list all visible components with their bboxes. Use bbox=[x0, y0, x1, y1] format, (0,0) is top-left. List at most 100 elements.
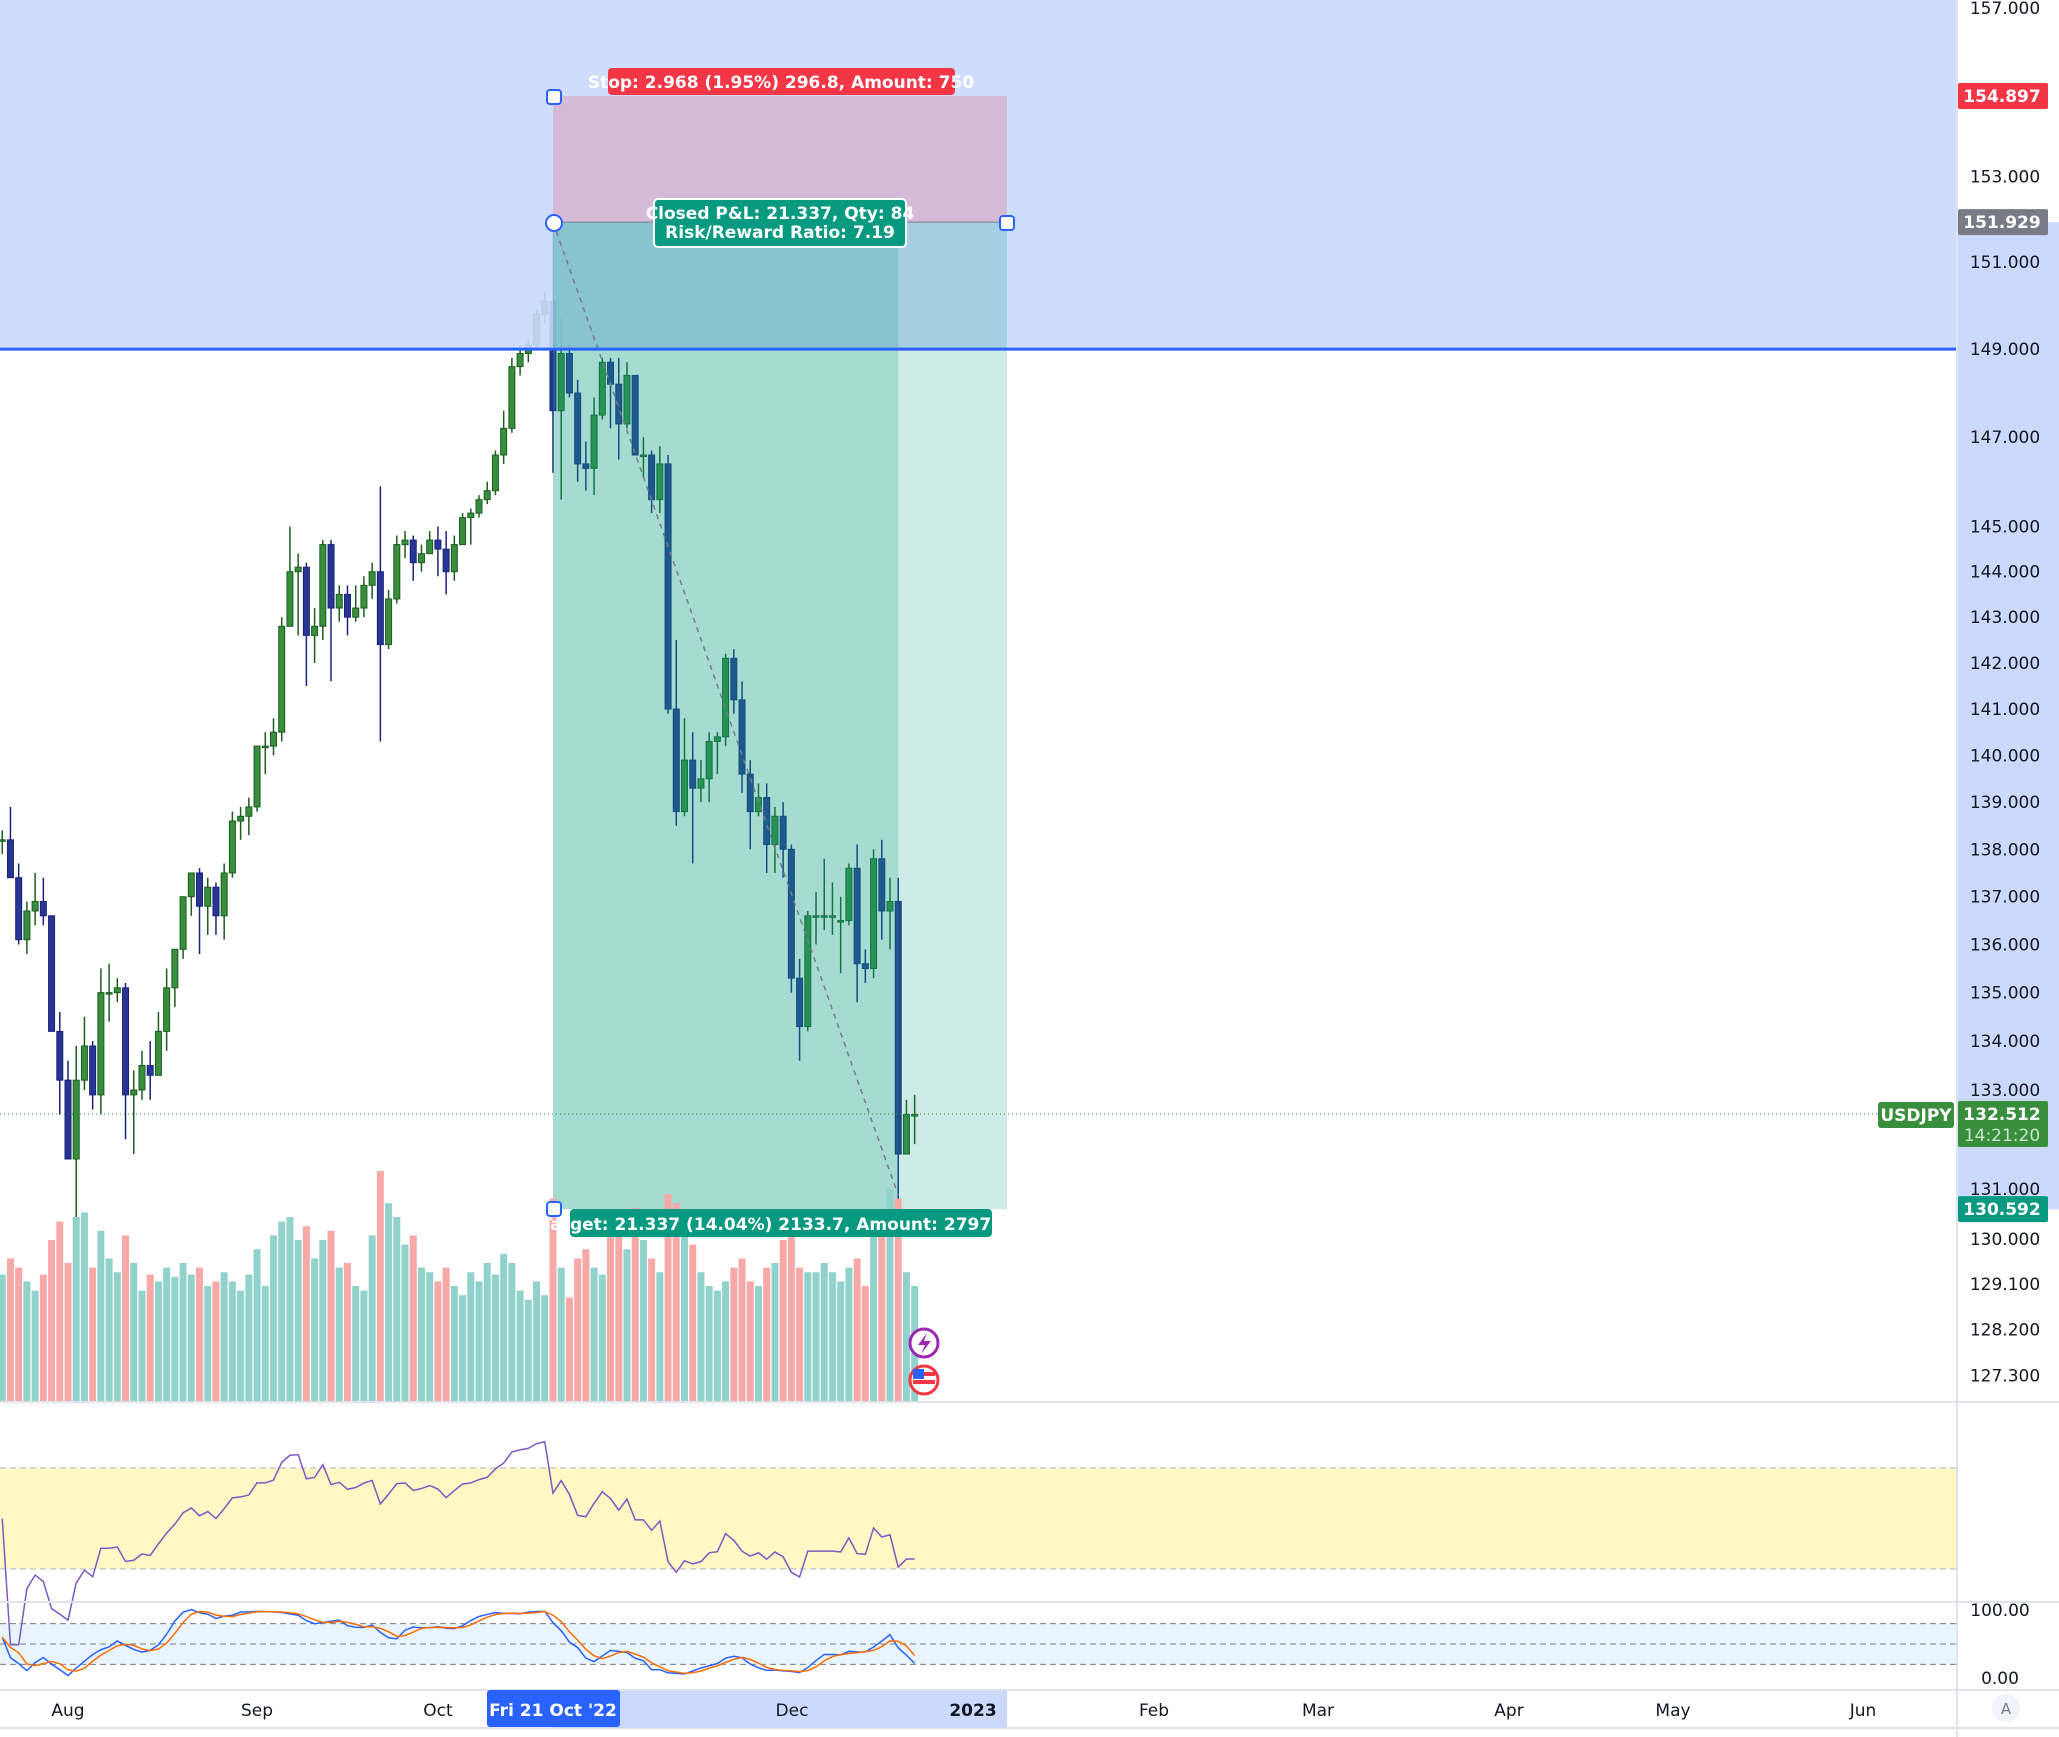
candle[interactable] bbox=[779, 815, 787, 850]
candle[interactable] bbox=[582, 463, 590, 469]
candle[interactable] bbox=[130, 1089, 138, 1096]
candle[interactable] bbox=[771, 815, 779, 846]
candle[interactable] bbox=[72, 1079, 80, 1160]
candle[interactable] bbox=[15, 877, 23, 941]
candle[interactable] bbox=[689, 759, 697, 789]
candle[interactable] bbox=[870, 858, 878, 970]
candle[interactable] bbox=[508, 366, 516, 429]
candle[interactable] bbox=[294, 566, 302, 573]
candle[interactable] bbox=[491, 454, 499, 492]
blue-zone-rectangle[interactable] bbox=[0, 0, 1957, 350]
candle[interactable] bbox=[656, 463, 664, 501]
candle[interactable] bbox=[212, 886, 220, 917]
candle[interactable] bbox=[163, 987, 171, 1032]
candle[interactable] bbox=[434, 539, 442, 550]
candle[interactable] bbox=[787, 848, 795, 979]
candle[interactable] bbox=[179, 896, 187, 950]
candle[interactable] bbox=[220, 872, 228, 917]
candle[interactable] bbox=[31, 900, 39, 912]
candle[interactable] bbox=[722, 657, 730, 738]
candle[interactable] bbox=[154, 1030, 162, 1076]
candle[interactable] bbox=[253, 745, 261, 808]
candle[interactable] bbox=[245, 806, 253, 817]
candle[interactable] bbox=[122, 987, 130, 1096]
candle[interactable] bbox=[746, 773, 754, 813]
candle[interactable] bbox=[475, 499, 483, 514]
candle[interactable] bbox=[376, 571, 384, 646]
candle[interactable] bbox=[738, 699, 746, 775]
candle[interactable] bbox=[187, 872, 195, 898]
candle[interactable] bbox=[639, 454, 647, 458]
candle[interactable] bbox=[56, 1030, 64, 1081]
candle[interactable] bbox=[796, 977, 804, 1028]
target-handle[interactable] bbox=[546, 1201, 562, 1217]
entry-handle[interactable] bbox=[545, 214, 563, 232]
candle[interactable] bbox=[837, 920, 845, 923]
candle[interactable] bbox=[23, 910, 31, 941]
candle[interactable] bbox=[557, 352, 565, 412]
candle[interactable] bbox=[861, 963, 869, 970]
candle[interactable] bbox=[171, 948, 179, 989]
candle[interactable] bbox=[146, 1065, 154, 1076]
candle[interactable] bbox=[878, 858, 886, 912]
candle[interactable] bbox=[442, 548, 450, 573]
stop-handle[interactable] bbox=[546, 89, 562, 105]
auto-scale-button[interactable] bbox=[1992, 1694, 2020, 1722]
candle[interactable] bbox=[853, 867, 861, 965]
candle[interactable] bbox=[598, 361, 606, 416]
candle[interactable] bbox=[385, 598, 393, 646]
candle[interactable] bbox=[459, 517, 467, 546]
candle[interactable] bbox=[902, 1114, 910, 1155]
candle[interactable] bbox=[500, 427, 508, 456]
candle[interactable] bbox=[672, 708, 680, 813]
candle[interactable] bbox=[426, 539, 434, 555]
candle[interactable] bbox=[483, 490, 491, 501]
candle[interactable] bbox=[352, 607, 360, 618]
candle[interactable] bbox=[804, 915, 812, 1028]
candle[interactable] bbox=[138, 1065, 146, 1091]
candle[interactable] bbox=[393, 544, 401, 600]
candle[interactable] bbox=[343, 593, 351, 618]
candle[interactable] bbox=[278, 625, 286, 733]
candle[interactable] bbox=[105, 992, 113, 995]
candle[interactable] bbox=[886, 900, 894, 912]
candle[interactable] bbox=[237, 815, 245, 822]
candle[interactable] bbox=[754, 797, 762, 813]
candle[interactable] bbox=[113, 987, 121, 994]
candle[interactable] bbox=[697, 778, 705, 789]
candle[interactable] bbox=[228, 820, 236, 874]
candle[interactable] bbox=[623, 374, 631, 425]
candle[interactable] bbox=[828, 915, 836, 918]
candle[interactable] bbox=[327, 544, 335, 609]
candle[interactable] bbox=[450, 544, 458, 573]
candle[interactable] bbox=[417, 553, 425, 564]
candle[interactable] bbox=[615, 383, 623, 425]
candle[interactable] bbox=[409, 539, 417, 564]
candle[interactable] bbox=[664, 463, 672, 710]
candle[interactable] bbox=[319, 544, 327, 627]
width-handle[interactable] bbox=[999, 215, 1015, 231]
candle[interactable] bbox=[89, 1045, 97, 1096]
candle[interactable] bbox=[820, 915, 828, 918]
candle[interactable] bbox=[401, 539, 409, 546]
candle[interactable] bbox=[64, 1079, 72, 1160]
candle[interactable] bbox=[911, 1114, 919, 1117]
candle[interactable] bbox=[48, 915, 56, 1032]
candle[interactable] bbox=[261, 745, 269, 749]
candle[interactable] bbox=[368, 571, 376, 586]
candle[interactable] bbox=[286, 571, 294, 627]
candle[interactable] bbox=[845, 867, 853, 922]
candle[interactable] bbox=[204, 886, 212, 907]
candle[interactable] bbox=[812, 915, 820, 918]
candle[interactable] bbox=[681, 759, 688, 813]
candle[interactable] bbox=[302, 566, 310, 636]
candle[interactable] bbox=[196, 872, 204, 907]
candle[interactable] bbox=[97, 992, 105, 1096]
candle[interactable] bbox=[705, 740, 713, 780]
candle[interactable] bbox=[0, 839, 6, 842]
candle[interactable] bbox=[574, 392, 582, 465]
candle[interactable] bbox=[894, 900, 902, 1155]
candle[interactable] bbox=[39, 900, 47, 917]
